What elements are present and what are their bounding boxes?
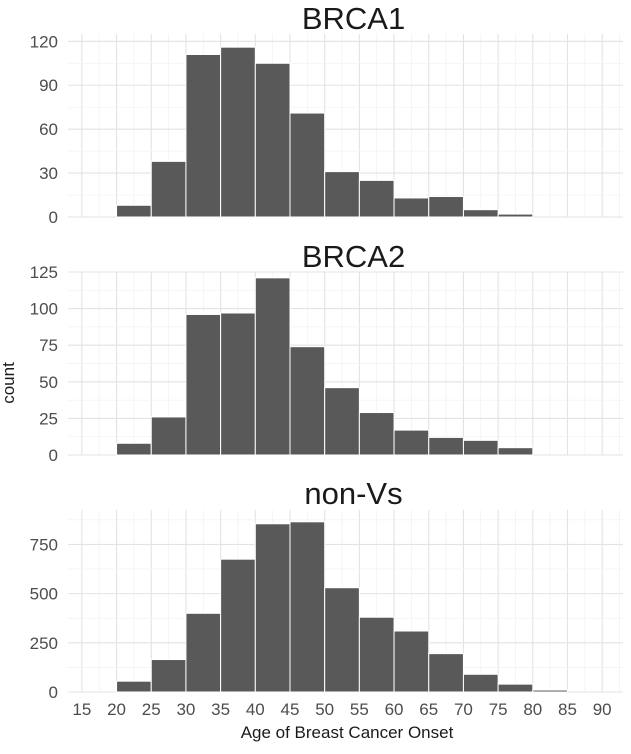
x-tick-label: 60 (385, 700, 404, 719)
y-tick-label: 0 (49, 683, 58, 702)
y-tick-label: 75 (39, 336, 58, 355)
y-tick-label: 50 (39, 373, 58, 392)
x-tick-label: 55 (350, 700, 369, 719)
x-tick-label: 70 (454, 700, 473, 719)
x-tick-label: 30 (176, 700, 195, 719)
facet-panel-1: 0 25 50 75 100 125 BRCA2 (30, 239, 623, 465)
y-tick-label: 30 (39, 164, 58, 183)
x-tick-label: 25 (142, 700, 161, 719)
x-tick-label: 20 (107, 700, 126, 719)
x-tick-label: 40 (246, 700, 265, 719)
x-tick-label: 90 (593, 700, 612, 719)
y-tick-label: 25 (39, 409, 58, 428)
x-axis-title: Age of Breast Cancer Onset (241, 723, 454, 742)
y-tick-label: 60 (39, 120, 58, 139)
y-tick-label: 90 (39, 76, 58, 95)
facet-panel-0: 0 30 60 90 120 BRCA1 (30, 1, 623, 227)
y-axis-title: count (0, 362, 18, 404)
y-tick-label: 125 (30, 263, 58, 282)
y-tick-label: 120 (30, 32, 58, 51)
y-tick-label: 0 (49, 208, 58, 227)
y-tick-label: 750 (30, 535, 58, 554)
y-tick-label: 250 (30, 634, 58, 653)
x-tick-label: 65 (419, 700, 438, 719)
x-tick-label: 15 (72, 700, 91, 719)
x-tick-label: 35 (211, 700, 230, 719)
y-tick-label: 0 (49, 446, 58, 465)
facet-title: BRCA2 (302, 239, 405, 274)
x-tick-label: 50 (315, 700, 334, 719)
x-tick-label: 75 (489, 700, 508, 719)
facet-title: BRCA1 (302, 1, 405, 36)
x-tick-label: 85 (558, 700, 577, 719)
facet-title: non-Vs (304, 476, 402, 511)
x-tick-label: 45 (281, 700, 300, 719)
y-tick-label: 500 (30, 585, 58, 604)
facet-panel-2: 0 250 500 750 non-Vs (30, 476, 623, 702)
x-tick-labels: 15 20 25 30 35 40 45 50 55 60 65 70 75 80 85 90 (72, 700, 611, 719)
y-tick-label: 100 (30, 300, 58, 319)
x-tick-label: 80 (523, 700, 542, 719)
